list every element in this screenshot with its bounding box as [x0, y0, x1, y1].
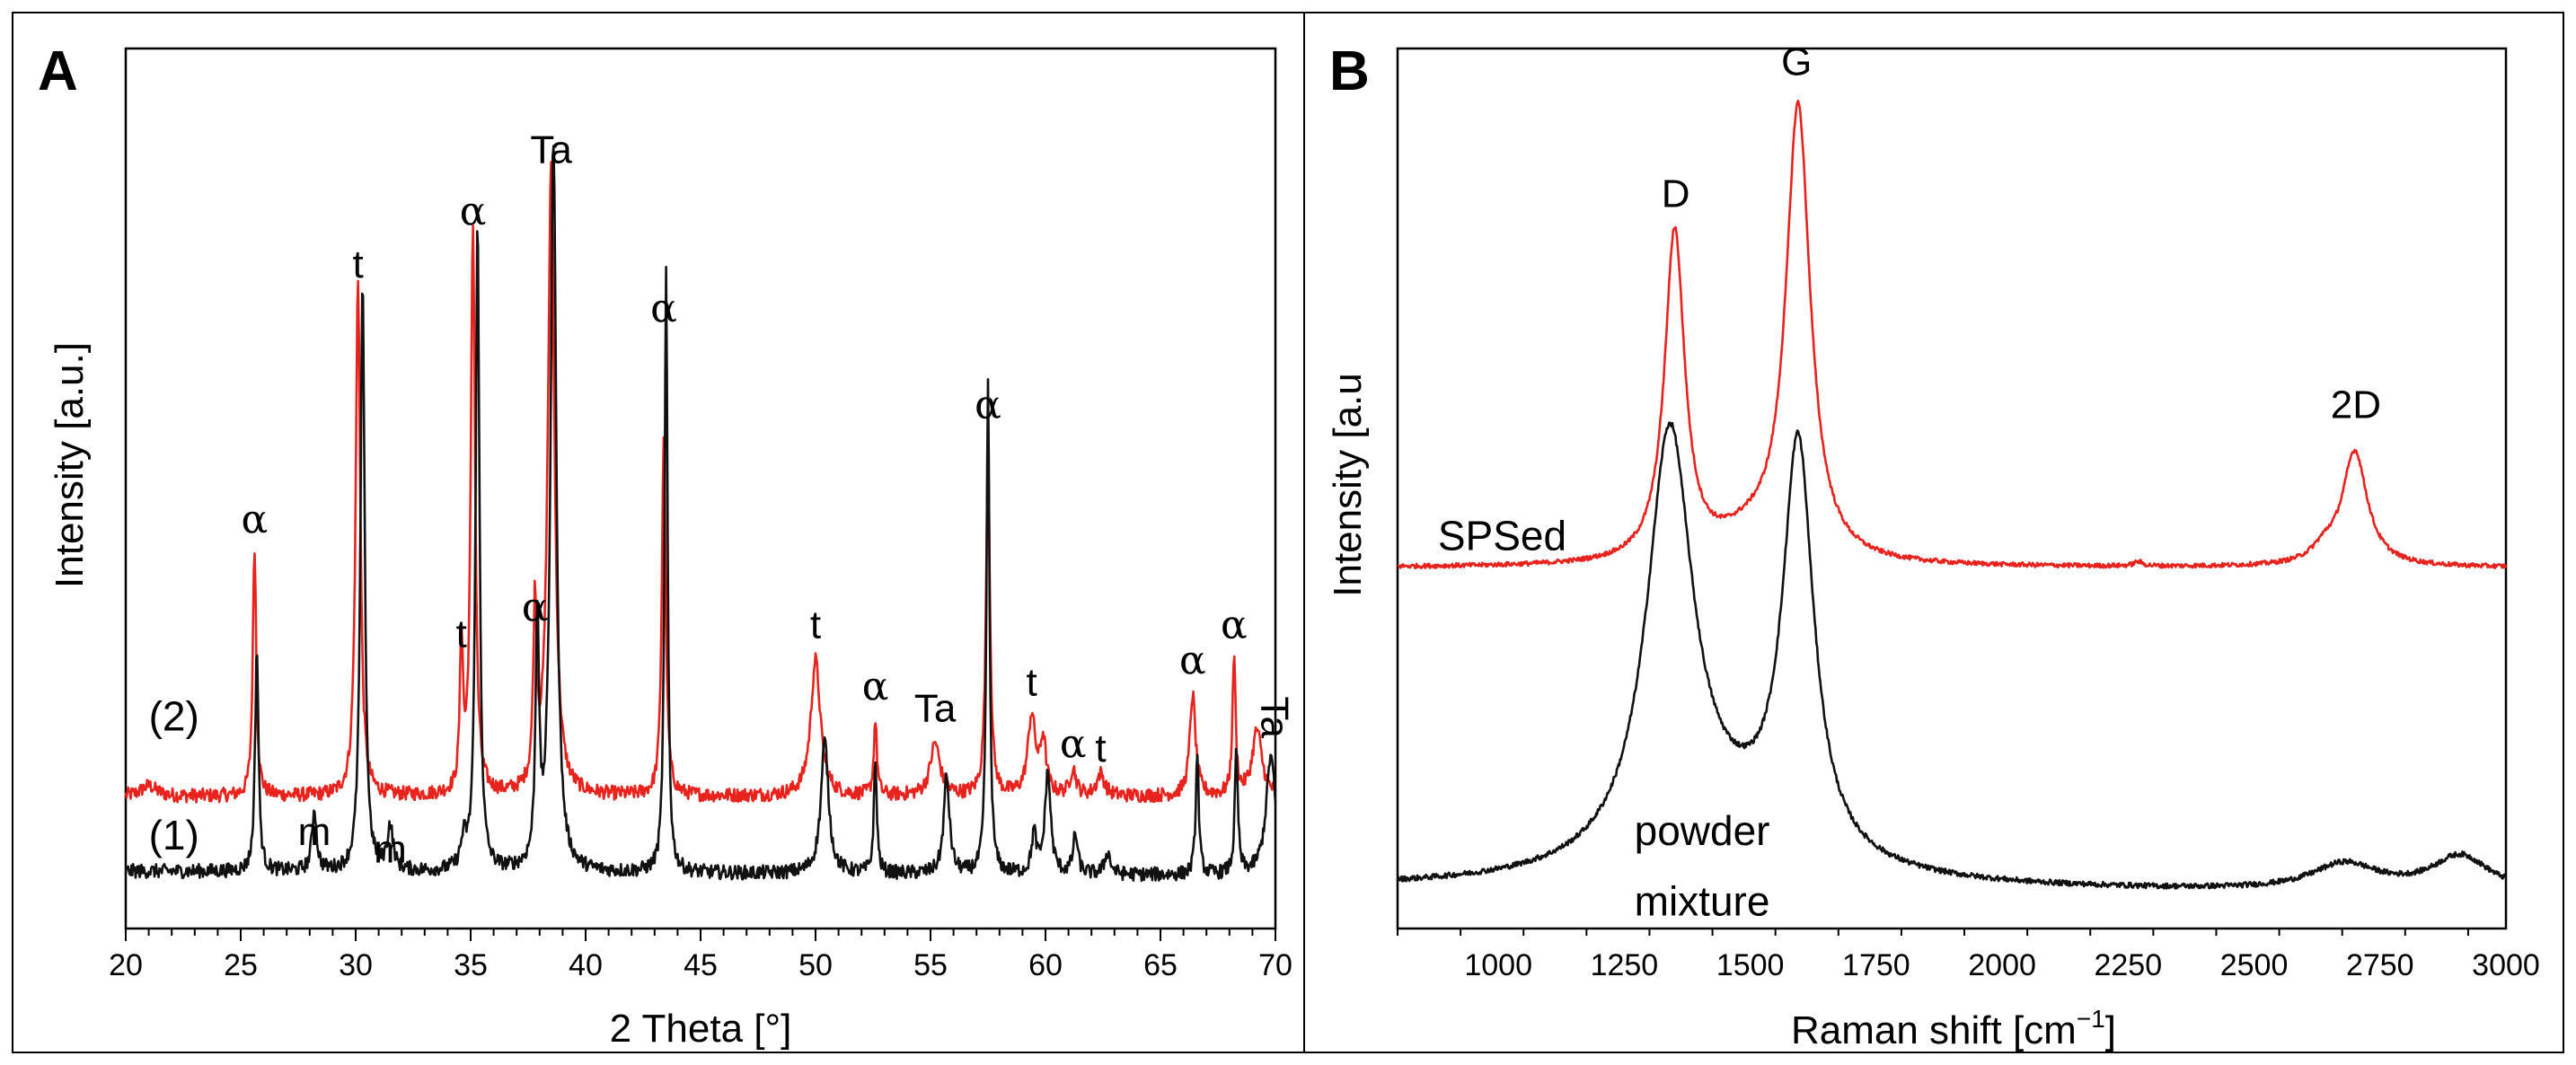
x-tick-label: 1500 — [1716, 948, 1785, 982]
x-tick-label: 55 — [913, 948, 948, 982]
x-tick-label: 2500 — [2220, 948, 2289, 982]
x-tick-label: 1000 — [1464, 948, 1532, 982]
panel-a-x-ticks: 20 25 30 35 40 45 50 55 60 65 70 — [109, 929, 1292, 982]
peak-annotation: t — [1095, 726, 1106, 770]
series-label: powder — [1635, 807, 1770, 854]
peak-annotation: m — [298, 810, 331, 854]
x-tick-label: 20 — [109, 948, 143, 982]
x-tick-label: 65 — [1143, 948, 1178, 982]
x-tick-label: 30 — [339, 948, 373, 982]
panel-b-label: B — [1329, 40, 1370, 102]
peak-annotation: 2D — [2331, 383, 2381, 427]
panel-a-series — [124, 145, 1277, 883]
x-tick-label: 1250 — [1591, 948, 1659, 982]
series-label: SPSed — [1438, 513, 1566, 559]
peak-annotation: α — [1179, 638, 1206, 683]
peak-annotation: α — [242, 497, 269, 542]
peak-annotation: α — [650, 286, 677, 331]
peak-annotation: Ta — [1253, 697, 1297, 739]
panel-a-y-axis-label: Intensity [a.u.] — [48, 342, 92, 588]
peak-annotation: Ta — [914, 687, 957, 731]
series-label: mixture — [1635, 877, 1770, 924]
peak-annotation: α — [522, 585, 549, 630]
peak-annotation: α — [862, 664, 889, 709]
peak-annotation: D — [1662, 172, 1690, 216]
x-tick-label: 2250 — [2094, 948, 2162, 982]
x-tick-label: 50 — [798, 948, 833, 982]
panel-b: B 1000 1250 1500 1750 2000 2250 2500 2750 3000 D… — [1326, 40, 2540, 1052]
x-tick-label: 2750 — [2346, 948, 2414, 982]
panel-b-x-ticks: 1000 1250 1500 1750 2000 2250 2500 2750 3000 — [1397, 929, 2540, 982]
peak-annotation: t — [1027, 660, 1037, 704]
x-tick-label: 60 — [1028, 948, 1063, 982]
peak-annotation: m — [374, 828, 407, 872]
panel-b-annotations: D G 2D SPSed powder mixture — [1438, 40, 2381, 924]
panel-a-x-axis-label: 2 Theta [°] — [610, 1007, 792, 1051]
series-line-2 — [124, 161, 1276, 804]
x-tick-label: 2000 — [1968, 948, 2036, 982]
panel-b-y-axis-label: Intensity [a.u — [1326, 373, 1370, 596]
series-line-1 — [124, 145, 1277, 883]
peak-annotation: α — [460, 189, 487, 234]
x-tick-label: 40 — [569, 948, 603, 982]
x-tick-label: 3000 — [2472, 948, 2540, 982]
panel-a-label: A — [38, 40, 78, 102]
peak-annotation: G — [1781, 40, 1812, 84]
series-line-powder-mixture — [1396, 421, 2507, 890]
x-tick-label: 70 — [1258, 948, 1292, 982]
panel-b-plot-frame — [1396, 47, 2508, 930]
figure-frame — [12, 12, 2564, 1053]
panel-b-series — [1396, 100, 2508, 890]
peak-annotation: α — [1060, 721, 1087, 767]
x-tick-label: 1750 — [1842, 948, 1910, 982]
x-tick-label: 25 — [224, 948, 258, 982]
peak-annotation: t — [810, 603, 821, 647]
peak-annotation: Ta — [530, 128, 572, 172]
series-line-spsed — [1397, 100, 2508, 570]
x-tick-label: 45 — [684, 948, 718, 982]
peak-annotation: α — [1221, 603, 1248, 648]
series-label: (2) — [149, 693, 199, 740]
panel-b-x-axis-label: Raman shift [cm−1] — [1791, 1005, 2116, 1052]
peak-annotation: α — [975, 383, 1001, 428]
x-tick-label: 35 — [454, 948, 488, 982]
peak-annotation: t — [352, 242, 363, 286]
peak-annotation: t — [456, 612, 467, 656]
series-label: (1) — [149, 812, 199, 858]
